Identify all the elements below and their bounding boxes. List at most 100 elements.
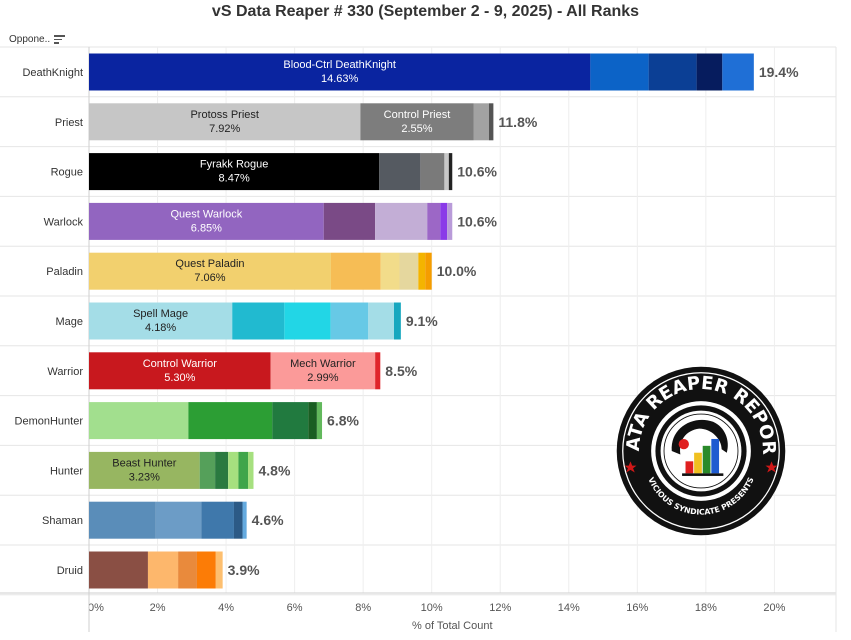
- bar-segment[interactable]: [242, 501, 247, 539]
- bar-segment[interactable]: [89, 153, 380, 191]
- sort-icon[interactable]: [54, 35, 66, 44]
- bar-total-label: 3.9%: [228, 562, 260, 578]
- bar-segment[interactable]: [178, 551, 197, 589]
- bar-segment[interactable]: [380, 252, 400, 290]
- bar-segment[interactable]: [232, 302, 285, 340]
- category-label: DemonHunter: [15, 416, 84, 428]
- bar-segment[interactable]: [316, 402, 323, 440]
- bar-segment[interactable]: [196, 551, 216, 589]
- bar-segment[interactable]: [89, 252, 331, 290]
- bar-segment[interactable]: [89, 551, 148, 589]
- segment-value-label: 2.99%: [307, 372, 338, 384]
- bar-segment[interactable]: [89, 302, 233, 340]
- bar-segment[interactable]: [188, 402, 273, 440]
- bar-segment[interactable]: [473, 103, 489, 141]
- segment-label: Control Priest: [384, 109, 451, 121]
- bar-segment[interactable]: [270, 352, 376, 390]
- bar-total-label: 10.0%: [437, 263, 477, 279]
- bar-segment[interactable]: [488, 103, 494, 141]
- bar-segment[interactable]: [215, 451, 229, 489]
- segment-value-label: 14.63%: [321, 73, 359, 85]
- bar-segment[interactable]: [590, 53, 649, 91]
- bar-segment[interactable]: [89, 103, 361, 141]
- bar-segment[interactable]: [284, 302, 331, 340]
- bar-segment[interactable]: [89, 352, 271, 390]
- segment-value-label: 3.23%: [129, 471, 160, 483]
- bar-segment[interactable]: [89, 451, 200, 489]
- x-tick-label: 18%: [695, 602, 717, 614]
- bar-total-label: 19.4%: [759, 64, 799, 80]
- segment-value-label: 2.55%: [401, 123, 432, 135]
- bar-segment[interactable]: [722, 53, 754, 91]
- bar-segment[interactable]: [155, 501, 202, 539]
- segment-label: Quest Warlock: [171, 208, 243, 220]
- category-label: DeathKnight: [22, 67, 83, 79]
- bar-segment[interactable]: [379, 153, 421, 191]
- bar-segment[interactable]: [375, 202, 428, 240]
- star-icon: [624, 461, 637, 473]
- data-reaper-report-logo: DATA REAPER REPORT VICIOUS SYNDICATE PRE…: [615, 365, 786, 536]
- bar-segment[interactable]: [394, 302, 401, 340]
- x-axis-label: % of Total Count: [412, 620, 493, 632]
- x-tick-label: 2%: [150, 602, 166, 614]
- segment-label: Blood-Ctrl DeathKnight: [283, 59, 396, 71]
- bar-segment[interactable]: [330, 302, 369, 340]
- bar-segment[interactable]: [360, 103, 474, 141]
- segment-label: Spell Mage: [133, 308, 188, 320]
- segment-label: Fyrakk Rogue: [200, 159, 268, 171]
- bar-segment[interactable]: [323, 202, 376, 240]
- bar-segment[interactable]: [375, 352, 381, 390]
- category-label: Shaman: [42, 515, 83, 527]
- bar-total-label: 11.8%: [498, 114, 537, 130]
- bar-segment[interactable]: [447, 202, 453, 240]
- bar-segment[interactable]: [89, 53, 591, 91]
- chart-title: vS Data Reaper # 330 (September 2 - 9, 2…: [211, 3, 640, 20]
- segment-value-label: 7.92%: [209, 123, 240, 135]
- category-label: Paladin: [46, 266, 83, 278]
- bar-segment[interactable]: [427, 202, 441, 240]
- reaper-bar-chart-icon: [671, 419, 728, 476]
- bar-segment[interactable]: [147, 551, 179, 589]
- opponent-field-label: Oppone..: [9, 34, 51, 45]
- bar-segment[interactable]: [248, 451, 254, 489]
- x-tick-label: 8%: [355, 602, 371, 614]
- bar-segment[interactable]: [448, 153, 453, 191]
- bar-total-label: 8.5%: [385, 363, 417, 379]
- segment-value-label: 5.30%: [164, 372, 195, 384]
- x-tick-label: 20%: [763, 602, 785, 614]
- bar-segment[interactable]: [89, 202, 324, 240]
- x-tick-label: 14%: [558, 602, 580, 614]
- x-tick-label: 12%: [489, 602, 511, 614]
- bar-segment[interactable]: [308, 402, 317, 440]
- bar-segment[interactable]: [444, 153, 449, 191]
- bar-segment[interactable]: [89, 501, 156, 539]
- segment-value-label: 6.85%: [191, 222, 222, 234]
- bar-segment[interactable]: [368, 302, 395, 340]
- bar-segment[interactable]: [648, 53, 697, 91]
- bar-segment[interactable]: [418, 252, 426, 290]
- bar-segment[interactable]: [215, 551, 223, 589]
- bar-total-label: 4.8%: [258, 462, 290, 478]
- opponent-field-header[interactable]: Oppone..: [9, 34, 66, 45]
- bar-segment[interactable]: [199, 451, 216, 489]
- bar-segment[interactable]: [440, 202, 448, 240]
- bar-segment[interactable]: [228, 451, 239, 489]
- category-label: Hunter: [50, 465, 83, 477]
- bar-segment[interactable]: [201, 501, 234, 539]
- bar-segment[interactable]: [399, 252, 419, 290]
- x-tick-label: 10%: [421, 602, 443, 614]
- category-label: Rogue: [51, 167, 83, 179]
- bar-segment[interactable]: [425, 252, 432, 290]
- bar-segment[interactable]: [272, 402, 309, 440]
- bar-segment[interactable]: [330, 252, 381, 290]
- segment-label: Mech Warrior: [290, 358, 356, 370]
- category-label: Priest: [55, 117, 83, 129]
- segment-label: Protoss Priest: [190, 109, 258, 121]
- bar-segment[interactable]: [420, 153, 445, 191]
- bar-segment[interactable]: [696, 53, 723, 91]
- segment-value-label: 8.47%: [219, 173, 250, 185]
- bar-segment[interactable]: [238, 451, 249, 489]
- bar-segment[interactable]: [89, 402, 189, 440]
- bar-segment[interactable]: [233, 501, 243, 539]
